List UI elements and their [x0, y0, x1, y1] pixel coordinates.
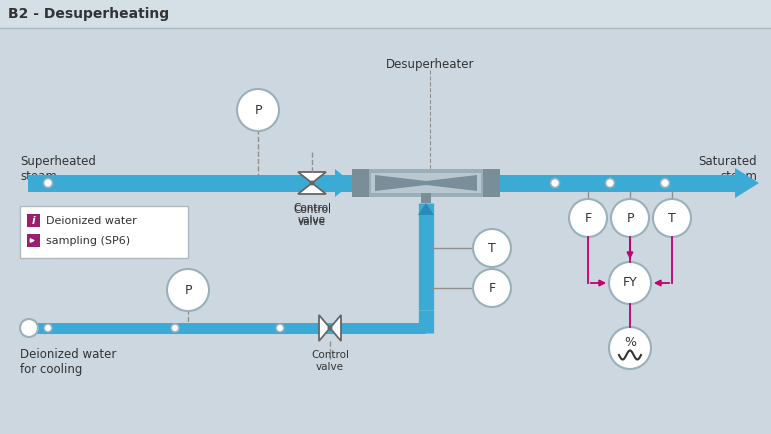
Bar — [352, 169, 369, 197]
Text: Control
valve: Control valve — [293, 203, 331, 225]
Circle shape — [605, 178, 614, 187]
Circle shape — [171, 324, 179, 332]
Text: Desuperheater: Desuperheater — [386, 58, 474, 71]
Bar — [0, 0, 771, 28]
Circle shape — [309, 181, 315, 185]
Text: Superheated
steam: Superheated steam — [20, 155, 96, 183]
Text: F: F — [489, 282, 496, 295]
Circle shape — [609, 262, 651, 304]
Circle shape — [20, 319, 38, 337]
Circle shape — [611, 199, 649, 237]
Circle shape — [569, 199, 607, 237]
Polygon shape — [375, 175, 477, 191]
Circle shape — [43, 178, 52, 187]
Circle shape — [328, 326, 332, 331]
Circle shape — [473, 269, 511, 307]
Text: Saturated
steam: Saturated steam — [699, 155, 757, 183]
Bar — [22, 323, 426, 334]
Text: F: F — [584, 211, 591, 224]
Text: sampling (SP6): sampling (SP6) — [46, 236, 130, 246]
Text: FY: FY — [623, 276, 638, 289]
Bar — [27, 234, 40, 247]
Bar — [27, 214, 40, 227]
Polygon shape — [735, 168, 759, 198]
Text: %: % — [624, 336, 636, 349]
Circle shape — [550, 178, 560, 187]
Circle shape — [167, 269, 209, 311]
Polygon shape — [330, 315, 341, 341]
Polygon shape — [298, 183, 326, 194]
Text: i: i — [32, 216, 35, 226]
Circle shape — [609, 327, 651, 369]
Text: Control
valve: Control valve — [293, 205, 331, 227]
Circle shape — [473, 229, 511, 267]
FancyBboxPatch shape — [20, 206, 188, 258]
Polygon shape — [335, 169, 352, 197]
Bar — [28, 175, 735, 192]
Polygon shape — [319, 315, 330, 341]
Polygon shape — [298, 172, 326, 183]
Circle shape — [44, 324, 52, 332]
Circle shape — [653, 199, 691, 237]
Text: Deionized water: Deionized water — [46, 216, 136, 226]
Circle shape — [661, 178, 669, 187]
Text: P: P — [626, 211, 634, 224]
Bar — [371, 173, 481, 193]
Bar — [483, 169, 500, 197]
Polygon shape — [418, 203, 434, 215]
Circle shape — [276, 324, 284, 332]
Text: B2 - Desuperheating: B2 - Desuperheating — [8, 7, 169, 21]
Bar — [421, 193, 431, 203]
Circle shape — [237, 89, 279, 131]
Text: T: T — [668, 211, 676, 224]
Text: Deionized water
for cooling: Deionized water for cooling — [20, 348, 116, 376]
Text: T: T — [488, 241, 496, 254]
Text: P: P — [254, 103, 261, 116]
Text: P: P — [184, 283, 192, 296]
Text: Control
valve: Control valve — [311, 350, 349, 372]
Bar — [369, 169, 483, 197]
